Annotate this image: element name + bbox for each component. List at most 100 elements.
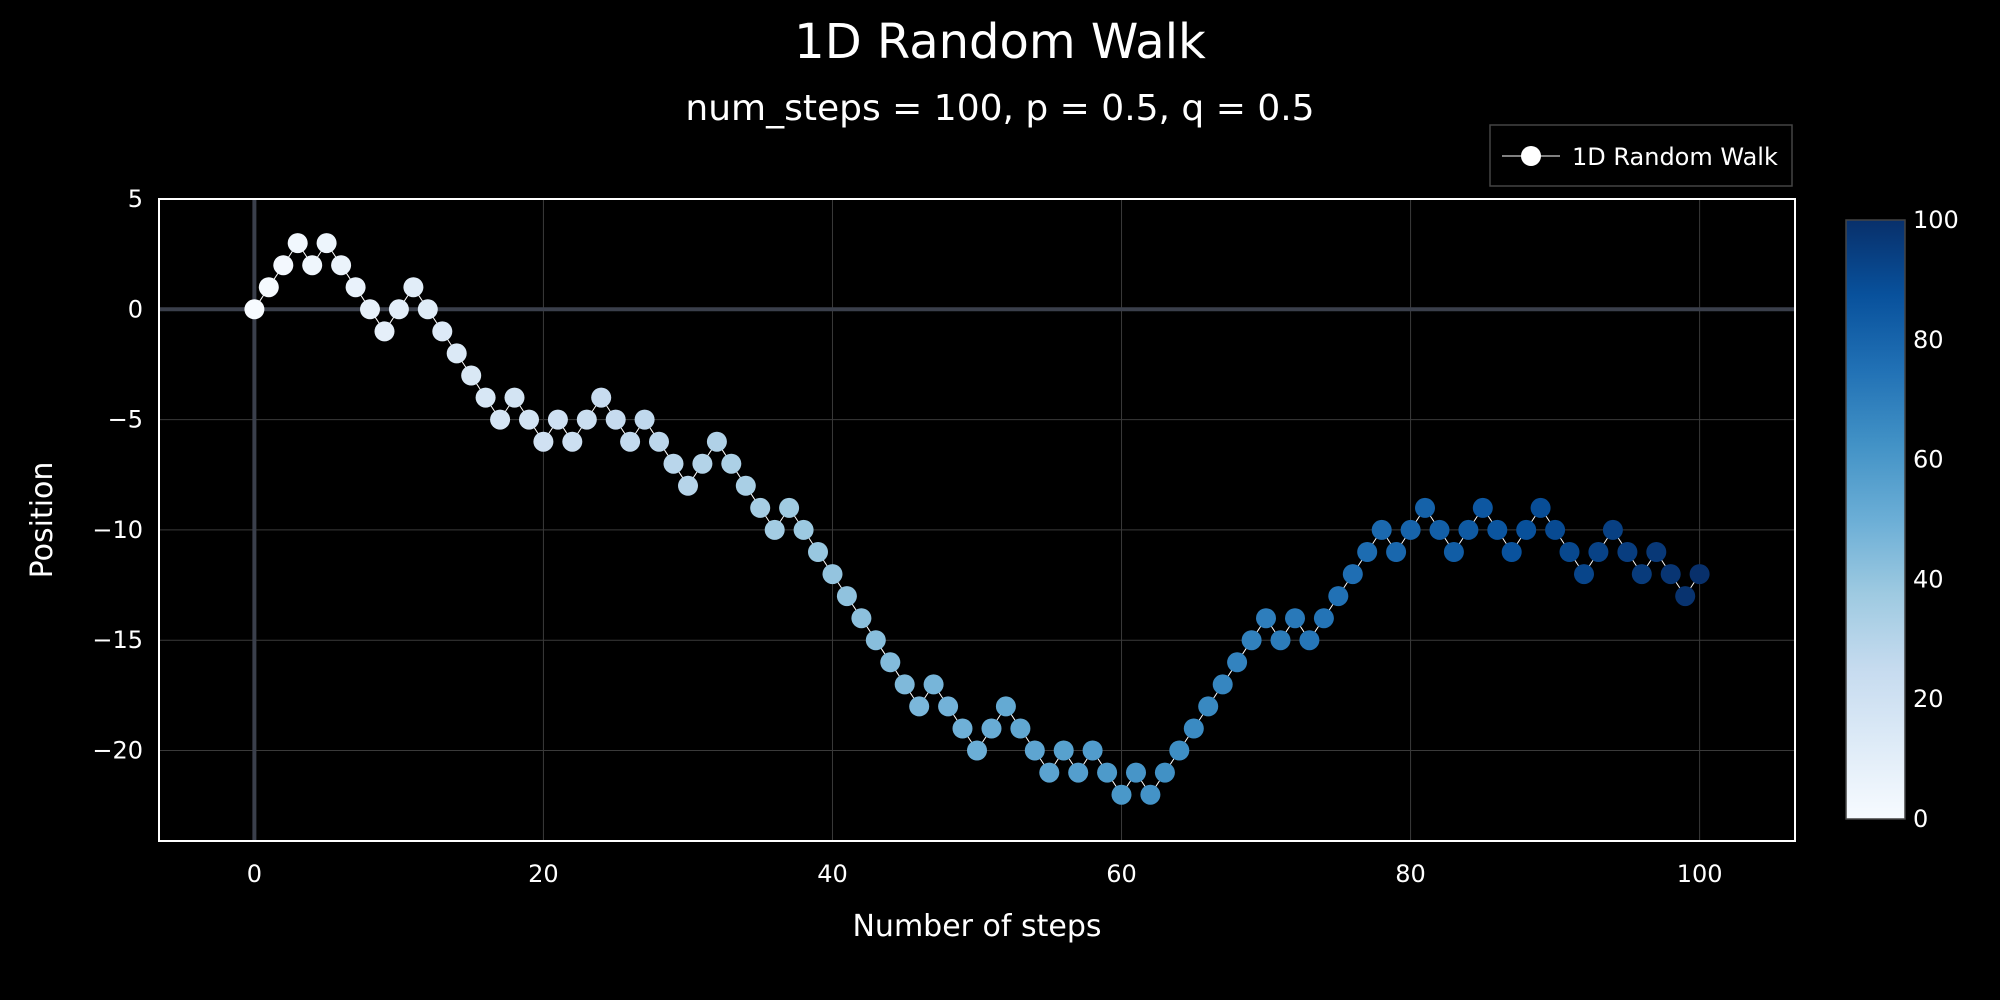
walk-point[interactable]: 78, -10: [1371, 519, 1392, 540]
walk-point[interactable]: 87, -11: [1501, 542, 1522, 562]
walk-point[interactable]: 82, -10: [1429, 519, 1450, 540]
walk-point[interactable]: 17, -5: [490, 409, 511, 430]
walk-point[interactable]: 22, -6: [562, 431, 583, 452]
walk-point[interactable]: 84, -10: [1458, 519, 1479, 540]
walk-point[interactable]: 58, -20: [1082, 740, 1103, 761]
walk-point[interactable]: 25, -5: [605, 409, 626, 430]
legend[interactable]: 1D Random Walk: [1489, 124, 1793, 187]
walk-point[interactable]: 73, -15: [1299, 630, 1320, 651]
walk-point[interactable]: 16, -4: [475, 387, 496, 408]
walk-point[interactable]: 94, -10: [1602, 519, 1623, 540]
walk-point[interactable]: 93, -11: [1588, 542, 1609, 562]
walk-point[interactable]: 80, -10: [1400, 519, 1421, 540]
walk-point[interactable]: 3, 3: [287, 233, 308, 254]
walk-point[interactable]: 34, -8: [735, 475, 756, 496]
walk-point[interactable]: 37, -9: [779, 497, 800, 518]
walk-point[interactable]: 85, -9: [1472, 497, 1493, 518]
walk-point[interactable]: 33, -7: [721, 453, 742, 474]
walk-point[interactable]: 74, -14: [1313, 608, 1334, 629]
walk-point[interactable]: 57, -21: [1068, 762, 1089, 783]
walk-point[interactable]: 24, -4: [591, 387, 612, 408]
walk-point[interactable]: 63, -21: [1154, 762, 1175, 783]
walk-point[interactable]: 96, -12: [1631, 564, 1652, 585]
walk-point[interactable]: 47, -17: [923, 674, 944, 695]
walk-point[interactable]: 51, -19: [981, 718, 1002, 739]
walk-point[interactable]: 46, -18: [909, 696, 930, 717]
walk-point[interactable]: 6, 2: [331, 255, 352, 276]
walk-point[interactable]: 92, -12: [1574, 564, 1594, 585]
walk-point[interactable]: 50, -20: [967, 740, 987, 761]
walk-point[interactable]: 41, -13: [836, 586, 857, 607]
walk-point[interactable]: 30, -8: [678, 475, 698, 496]
walk-point[interactable]: 100, -12: [1689, 564, 1710, 585]
walk-point[interactable]: 65, -19: [1183, 718, 1204, 739]
walk-point[interactable]: 20, -6: [533, 431, 554, 452]
walk-point[interactable]: 1, 1: [258, 277, 279, 298]
walk-point[interactable]: 45, -17: [894, 674, 915, 695]
walk-point[interactable]: 27, -5: [634, 409, 655, 430]
walk-point[interactable]: 21, -5: [547, 409, 568, 430]
walk-point[interactable]: 9, -1: [374, 321, 395, 342]
walk-point[interactable]: 29, -7: [663, 453, 684, 474]
walk-point[interactable]: 15, -3: [461, 365, 482, 386]
walk-point[interactable]: 91, -11: [1559, 542, 1580, 562]
walk-point[interactable]: 49, -19: [952, 718, 973, 739]
walk-point[interactable]: 2, 2: [273, 255, 294, 276]
walk-point[interactable]: 90, -10: [1545, 519, 1566, 540]
walk-point[interactable]: 95, -11: [1617, 542, 1638, 562]
walk-point[interactable]: 60, -22: [1111, 784, 1132, 805]
walk-point[interactable]: 5, 3: [316, 233, 337, 254]
walk-point[interactable]: 64, -20: [1169, 740, 1190, 761]
walk-point[interactable]: 59, -21: [1097, 762, 1118, 783]
walk-point[interactable]: 44, -16: [880, 652, 901, 673]
walk-point[interactable]: 10, 0: [388, 299, 409, 320]
walk-point[interactable]: 23, -5: [576, 409, 597, 430]
walk-point[interactable]: 11, 1: [403, 277, 424, 298]
walk-point[interactable]: 71, -15: [1270, 630, 1291, 651]
walk-point[interactable]: 56, -20: [1053, 740, 1074, 761]
walk-point[interactable]: 75, -13: [1328, 586, 1349, 607]
walk-point[interactable]: 4, 2: [302, 255, 323, 276]
walk-point[interactable]: 36, -10: [764, 519, 785, 540]
walk-point[interactable]: 13, -1: [432, 321, 453, 342]
walk-point[interactable]: 53, -19: [1010, 718, 1031, 739]
walk-point[interactable]: 77, -11: [1357, 542, 1378, 562]
walk-point[interactable]: 97, -11: [1646, 542, 1667, 562]
walk-point[interactable]: 81, -9: [1415, 497, 1435, 518]
walk-point[interactable]: 99, -13: [1675, 586, 1696, 607]
walk-point[interactable]: 76, -12: [1342, 564, 1363, 585]
walk-point[interactable]: 54, -20: [1024, 740, 1045, 761]
walk-point[interactable]: 55, -21: [1039, 762, 1060, 783]
walk-point[interactable]: 7, 1: [345, 277, 366, 298]
walk-point[interactable]: 69, -15: [1241, 630, 1262, 651]
walk-point[interactable]: 86, -10: [1487, 519, 1508, 540]
walk-point[interactable]: 48, -18: [938, 696, 959, 717]
walk-point[interactable]: 28, -6: [649, 431, 669, 452]
walk-point[interactable]: 12, 0: [417, 299, 438, 320]
walk-point[interactable]: 72, -14: [1285, 608, 1305, 629]
walk-point[interactable]: 70, -14: [1256, 608, 1276, 629]
walk-point[interactable]: 38, -10: [793, 519, 814, 540]
walk-point[interactable]: 61, -21: [1126, 762, 1146, 783]
walk-point[interactable]: 68, -16: [1227, 652, 1248, 673]
walk-point[interactable]: 14, -2: [446, 343, 467, 364]
walk-point[interactable]: 83, -11: [1443, 542, 1464, 562]
walk-point[interactable]: 42, -14: [851, 608, 872, 629]
walk-point[interactable]: 39, -11: [808, 542, 828, 562]
walk-point[interactable]: 0, 0: [244, 299, 265, 320]
walk-point[interactable]: 66, -18: [1198, 696, 1219, 717]
walk-point[interactable]: 19, -5: [519, 409, 539, 430]
walk-point[interactable]: 43, -15: [865, 630, 886, 651]
walk-point[interactable]: 88, -10: [1516, 519, 1537, 540]
walk-point[interactable]: 40, -12: [822, 564, 843, 585]
walk-point[interactable]: 35, -9: [750, 497, 771, 518]
walk-point[interactable]: 67, -17: [1212, 674, 1233, 695]
walk-point[interactable]: 79, -11: [1386, 542, 1407, 562]
walk-point[interactable]: 26, -6: [620, 431, 641, 452]
walk-point[interactable]: 62, -22: [1140, 784, 1161, 805]
walk-point[interactable]: 32, -6: [706, 431, 727, 452]
walk-point[interactable]: 8, 0: [360, 299, 380, 320]
walk-point[interactable]: 98, -12: [1660, 564, 1681, 585]
walk-point[interactable]: 52, -18: [995, 696, 1016, 717]
walk-point[interactable]: 31, -7: [692, 453, 713, 474]
